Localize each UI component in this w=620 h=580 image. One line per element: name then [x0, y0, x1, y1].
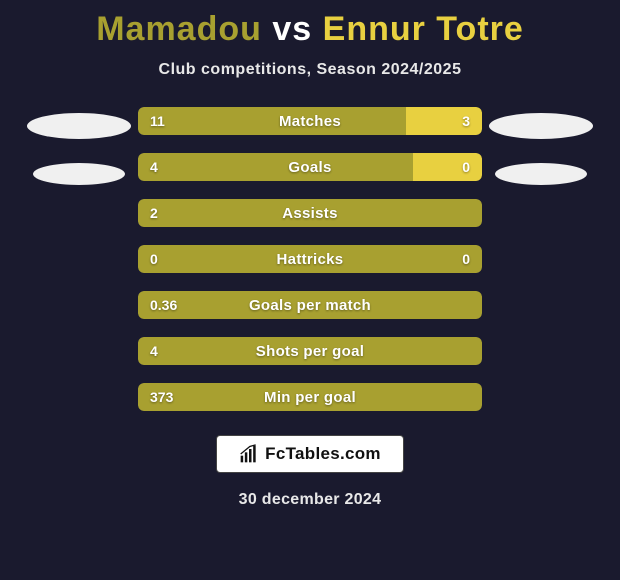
chart-icon [239, 444, 259, 464]
player2-club-badge [489, 113, 593, 139]
player2-badge-col [482, 107, 600, 185]
player2-nation-badge [495, 163, 587, 185]
stat-row: 113Matches [138, 107, 482, 135]
stat-row: 2Assists [138, 199, 482, 227]
brand-text: FcTables.com [265, 444, 381, 464]
stat-row: 4Shots per goal [138, 337, 482, 365]
stats-area: 113Matches 40Goals 2Assists 00Hattricks 0.36… [0, 107, 620, 411]
stat-label: Goals per match [138, 291, 482, 319]
stat-label: Matches [138, 107, 482, 135]
stat-label: Shots per goal [138, 337, 482, 365]
brand-box[interactable]: FcTables.com [216, 435, 404, 473]
stat-label: Assists [138, 199, 482, 227]
player1-badge-col [20, 107, 138, 185]
player1-name: Mamadou [96, 10, 262, 48]
page-title: Mamadou vs Ennur Totre [96, 10, 524, 49]
stat-bars: 113Matches 40Goals 2Assists 00Hattricks 0.36… [138, 107, 482, 411]
stat-row: 0.36Goals per match [138, 291, 482, 319]
stat-label: Min per goal [138, 383, 482, 411]
stat-label: Hattricks [138, 245, 482, 273]
stat-row: 40Goals [138, 153, 482, 181]
player1-club-badge [27, 113, 131, 139]
comparison-card: Mamadou vs Ennur Totre Club competitions… [0, 0, 620, 580]
stat-row: 00Hattricks [138, 245, 482, 273]
date-label: 30 december 2024 [239, 491, 382, 509]
player2-name: Ennur Totre [323, 10, 524, 48]
stat-label: Goals [138, 153, 482, 181]
stat-row: 373Min per goal [138, 383, 482, 411]
vs-label: vs [272, 10, 312, 48]
player1-nation-badge [33, 163, 125, 185]
subtitle: Club competitions, Season 2024/2025 [159, 61, 462, 79]
